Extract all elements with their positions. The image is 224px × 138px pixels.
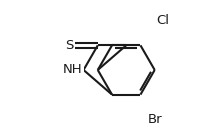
Text: Cl: Cl [156,14,169,27]
Text: NH: NH [62,63,82,76]
Text: Br: Br [147,113,162,126]
Text: S: S [65,39,73,52]
